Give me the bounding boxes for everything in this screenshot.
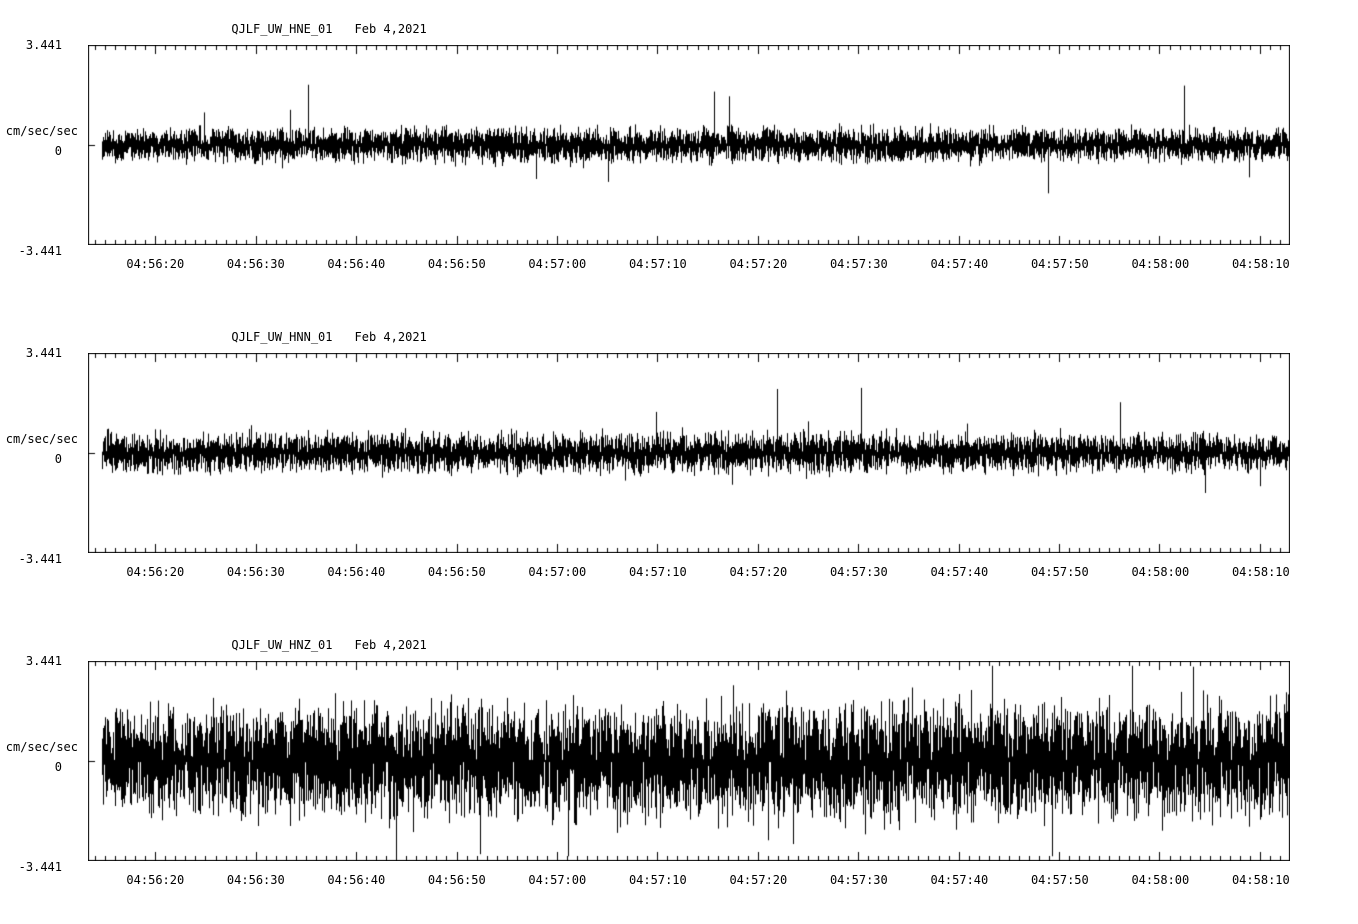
y-min-label: -3.441 [18,244,62,258]
x-tick-label: 04:57:50 [1030,565,1089,579]
x-tick-label: 04:57:30 [829,565,888,579]
y-unit-label: cm/sec/sec [5,432,78,446]
y-max-label: 3.441 [25,654,62,668]
y-max-label: 3.441 [25,38,62,52]
x-tick-label: 04:58:10 [1231,257,1290,271]
x-tick-label: 04:57:10 [628,257,687,271]
date-label: Feb 4,2021 [354,330,427,344]
x-tick-label: 04:56:20 [126,565,185,579]
x-tick-label: 04:57:40 [930,565,989,579]
x-tick-label: 04:57:00 [528,257,587,271]
y-min-label: -3.441 [18,860,62,874]
x-tick-label: 04:56:40 [327,257,386,271]
x-tick-label: 04:57:30 [829,873,888,887]
y-zero-label: 0 [54,760,62,774]
x-tick-label: 04:58:10 [1231,873,1290,887]
x-tick-label: 04:57:50 [1030,257,1089,271]
x-tick-label: 04:56:40 [327,873,386,887]
y-unit-label: cm/sec/sec [5,740,78,754]
seismogram-trace-canvas [88,353,1290,553]
x-tick-label: 04:57:00 [528,565,587,579]
x-tick-label: 04:56:30 [226,873,285,887]
x-tick-label: 04:57:50 [1030,873,1089,887]
y-max-label: 3.441 [25,346,62,360]
x-tick-label: 04:56:50 [427,257,486,271]
x-tick-label: 04:56:50 [427,565,486,579]
x-tick-label: 04:57:40 [930,257,989,271]
station-channel-label: QJLF_UW_HNZ_01 [231,638,333,652]
date-label: Feb 4,2021 [354,22,427,36]
trace-title: QJLF_UW_HNZ_01 Feb 4,2021 [188,624,427,666]
x-tick-label: 04:58:00 [1131,257,1190,271]
x-tick-label: 04:58:10 [1231,565,1290,579]
date-label: Feb 4,2021 [354,638,427,652]
seismogram-trace-canvas [88,661,1290,861]
x-tick-label: 04:56:20 [126,873,185,887]
y-zero-label: 0 [54,452,62,466]
x-tick-label: 04:57:10 [628,873,687,887]
y-zero-label: 0 [54,144,62,158]
x-tick-label: 04:58:00 [1131,873,1190,887]
y-min-label: -3.441 [18,552,62,566]
x-axis-labels: 04:56:20 04:56:30 04:56:40 04:56:50 04:57:00… [88,566,1290,580]
x-tick-label: 04:56:40 [327,565,386,579]
seismogram-panel-hnz: QJLF_UW_HNZ_01 Feb 4,2021 3.441 cm/sec/se… [0,616,1358,924]
trace-title: QJLF_UW_HNE_01 Feb 4,2021 [188,8,427,50]
x-tick-label: 04:57:20 [729,257,788,271]
y-unit-label: cm/sec/sec [5,124,78,138]
x-tick-label: 04:56:20 [126,257,185,271]
x-tick-label: 04:57:40 [930,873,989,887]
x-tick-label: 04:58:00 [1131,565,1190,579]
x-tick-label: 04:56:50 [427,873,486,887]
x-tick-label: 04:56:30 [226,565,285,579]
station-channel-label: QJLF_UW_HNN_01 [231,330,333,344]
x-axis-labels: 04:56:20 04:56:30 04:56:40 04:56:50 04:57:00… [88,874,1290,888]
seismogram-panel-hne: QJLF_UW_HNE_01 Feb 4,2021 3.441 cm/sec/se… [0,0,1358,308]
seismogram-panel-hnn: QJLF_UW_HNN_01 Feb 4,2021 3.441 cm/sec/se… [0,308,1358,616]
station-channel-label: QJLF_UW_HNE_01 [231,22,333,36]
x-tick-label: 04:57:00 [528,873,587,887]
seismogram-trace-canvas [88,45,1290,245]
trace-title: QJLF_UW_HNN_01 Feb 4,2021 [188,316,427,358]
x-tick-label: 04:57:20 [729,565,788,579]
x-tick-label: 04:57:20 [729,873,788,887]
x-tick-label: 04:57:30 [829,257,888,271]
x-tick-label: 04:57:10 [628,565,687,579]
x-tick-label: 04:56:30 [226,257,285,271]
x-axis-labels: 04:56:20 04:56:30 04:56:40 04:56:50 04:57:00… [88,258,1290,272]
